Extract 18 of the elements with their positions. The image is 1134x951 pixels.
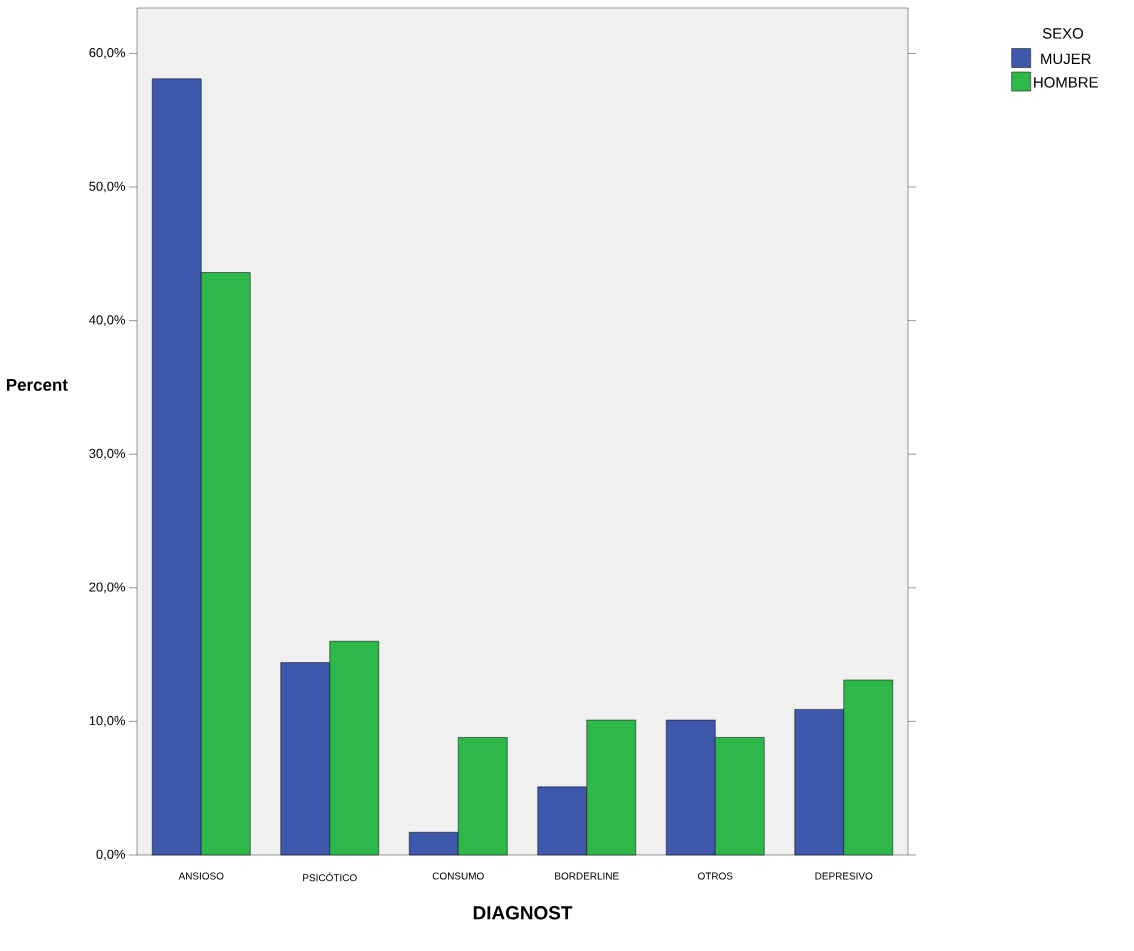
y-tick-label: 20,0% <box>89 582 126 594</box>
x-tick-label: ANSIOSO <box>178 872 224 880</box>
y-tick-label: 60,0% <box>89 48 126 59</box>
y-axis-title: Percent <box>6 379 68 391</box>
x-tick-label: BORDERLINE <box>555 872 619 880</box>
legend-label: HOMBRE <box>1034 77 1098 88</box>
legend-label: MUJER <box>1041 53 1091 65</box>
y-tick-label: 30,0% <box>89 448 126 460</box>
y-tick-label: 0,0% <box>96 849 126 861</box>
x-tick-label: PSICÓTICO <box>303 872 357 882</box>
x-tick-label: DEPRESIVO <box>815 872 873 880</box>
y-tick-label: 50,0% <box>89 181 126 193</box>
legend-title: SEXO <box>1042 28 1084 39</box>
x-tick-label: OTROS <box>698 872 733 880</box>
y-tick-label: 10,0% <box>89 716 126 727</box>
x-axis-title: DIAGNOST <box>473 906 573 920</box>
x-tick-label: CONSUMO <box>432 872 484 880</box>
y-tick-label: 40,0% <box>89 315 126 326</box>
